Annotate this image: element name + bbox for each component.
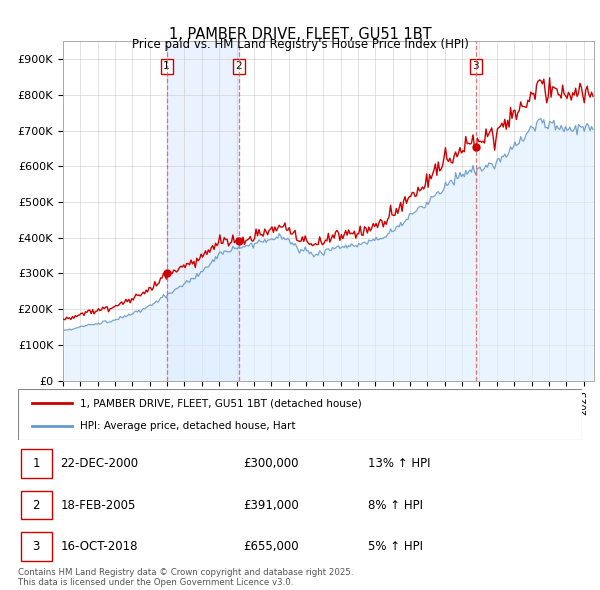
Text: £655,000: £655,000 <box>244 540 299 553</box>
Text: 2: 2 <box>235 61 242 71</box>
Text: 8% ↑ HPI: 8% ↑ HPI <box>368 499 422 512</box>
Text: Contains HM Land Registry data © Crown copyright and database right 2025.
This d: Contains HM Land Registry data © Crown c… <box>18 568 353 587</box>
Text: 1, PAMBER DRIVE, FLEET, GU51 1BT: 1, PAMBER DRIVE, FLEET, GU51 1BT <box>169 27 431 41</box>
FancyBboxPatch shape <box>21 532 52 560</box>
FancyBboxPatch shape <box>21 491 52 519</box>
Text: 18-FEB-2005: 18-FEB-2005 <box>60 499 136 512</box>
Text: 5% ↑ HPI: 5% ↑ HPI <box>368 540 422 553</box>
Text: 1, PAMBER DRIVE, FLEET, GU51 1BT (detached house): 1, PAMBER DRIVE, FLEET, GU51 1BT (detach… <box>80 398 362 408</box>
Text: 2: 2 <box>32 499 40 512</box>
Text: 3: 3 <box>32 540 40 553</box>
Text: 13% ↑ HPI: 13% ↑ HPI <box>368 457 430 470</box>
FancyBboxPatch shape <box>21 450 52 478</box>
Text: £300,000: £300,000 <box>244 457 299 470</box>
FancyBboxPatch shape <box>18 389 582 440</box>
Text: 1: 1 <box>163 61 170 71</box>
Text: 3: 3 <box>473 61 479 71</box>
Text: 16-OCT-2018: 16-OCT-2018 <box>60 540 138 553</box>
Text: 1: 1 <box>32 457 40 470</box>
Text: 22-DEC-2000: 22-DEC-2000 <box>60 457 139 470</box>
Bar <box>167 41 239 381</box>
Text: Price paid vs. HM Land Registry's House Price Index (HPI): Price paid vs. HM Land Registry's House … <box>131 38 469 51</box>
Text: £391,000: £391,000 <box>244 499 299 512</box>
Text: HPI: Average price, detached house, Hart: HPI: Average price, detached house, Hart <box>80 421 296 431</box>
